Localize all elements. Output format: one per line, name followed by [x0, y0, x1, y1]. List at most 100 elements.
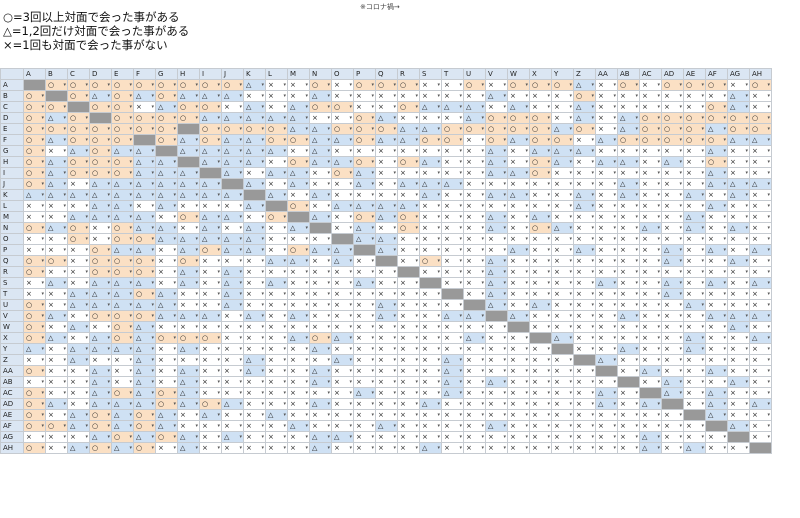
dropdown-cell[interactable]: × ▾ — [309, 255, 332, 267]
dropdown-cell[interactable]: △ ▾ — [661, 376, 684, 388]
dropdown-cell[interactable]: △ ▾ — [243, 112, 266, 124]
dropdown-cell[interactable]: △ ▾ — [45, 277, 68, 289]
chevron-down-icon[interactable]: ▾ — [503, 225, 506, 231]
dropdown-cell[interactable]: △ ▾ — [705, 244, 728, 256]
chevron-down-icon[interactable]: ▾ — [151, 93, 154, 99]
chevron-down-icon[interactable]: ▾ — [371, 203, 374, 209]
dropdown-cell[interactable]: ○ ▾ — [23, 134, 46, 146]
dropdown-cell[interactable]: ○ ▾ — [265, 123, 288, 135]
dropdown-cell[interactable]: × ▾ — [595, 178, 618, 190]
dropdown-cell[interactable]: △ ▾ — [441, 376, 464, 388]
chevron-down-icon[interactable]: ▾ — [657, 214, 660, 220]
chevron-down-icon[interactable]: ▾ — [349, 82, 352, 88]
chevron-down-icon[interactable]: ▾ — [239, 390, 242, 396]
dropdown-cell[interactable]: × ▾ — [551, 233, 574, 245]
chevron-down-icon[interactable]: ▾ — [107, 390, 110, 396]
chevron-down-icon[interactable]: ▾ — [459, 335, 462, 341]
chevron-down-icon[interactable]: ▾ — [41, 170, 44, 176]
dropdown-cell[interactable]: ○ ▾ — [683, 79, 706, 91]
dropdown-cell[interactable]: ○ ▾ — [573, 123, 596, 135]
chevron-down-icon[interactable]: ▾ — [261, 302, 264, 308]
column-header-p[interactable]: P — [353, 68, 376, 80]
dropdown-cell[interactable]: △ ▾ — [595, 134, 618, 146]
chevron-down-icon[interactable]: ▾ — [85, 434, 88, 440]
chevron-down-icon[interactable]: ▾ — [591, 269, 594, 275]
chevron-down-icon[interactable]: ▾ — [459, 115, 462, 121]
dropdown-cell[interactable]: × ▾ — [221, 255, 244, 267]
chevron-down-icon[interactable]: ▾ — [85, 181, 88, 187]
chevron-down-icon[interactable]: ▾ — [129, 203, 132, 209]
dropdown-cell[interactable]: △ ▾ — [265, 167, 288, 179]
chevron-down-icon[interactable]: ▾ — [107, 236, 110, 242]
dropdown-cell[interactable]: × ▾ — [177, 409, 200, 421]
chevron-down-icon[interactable]: ▾ — [525, 291, 528, 297]
dropdown-cell[interactable]: × ▾ — [529, 277, 552, 289]
chevron-down-icon[interactable]: ▾ — [415, 82, 418, 88]
dropdown-cell[interactable]: ○ ▾ — [155, 123, 178, 135]
chevron-down-icon[interactable]: ▾ — [129, 258, 132, 264]
dropdown-cell[interactable]: × ▾ — [221, 442, 244, 454]
dropdown-cell[interactable]: × ▾ — [287, 354, 310, 366]
chevron-down-icon[interactable]: ▾ — [239, 357, 242, 363]
dropdown-cell[interactable]: △ ▾ — [177, 310, 200, 322]
row-header-ab[interactable]: AB — [0, 376, 24, 388]
chevron-down-icon[interactable]: ▾ — [591, 170, 594, 176]
chevron-down-icon[interactable]: ▾ — [217, 93, 220, 99]
chevron-down-icon[interactable]: ▾ — [371, 214, 374, 220]
chevron-down-icon[interactable]: ▾ — [349, 225, 352, 231]
dropdown-cell[interactable]: × ▾ — [221, 409, 244, 421]
row-header-ae[interactable]: AE — [0, 409, 24, 421]
chevron-down-icon[interactable]: ▾ — [459, 390, 462, 396]
dropdown-cell[interactable]: ○ ▾ — [155, 134, 178, 146]
dropdown-cell[interactable]: ○ ▾ — [67, 134, 90, 146]
chevron-down-icon[interactable]: ▾ — [327, 258, 330, 264]
dropdown-cell[interactable]: △ ▾ — [199, 310, 222, 322]
dropdown-cell[interactable]: × ▾ — [221, 332, 244, 344]
chevron-down-icon[interactable]: ▾ — [679, 258, 682, 264]
chevron-down-icon[interactable]: ▾ — [745, 346, 748, 352]
chevron-down-icon[interactable]: ▾ — [591, 313, 594, 319]
dropdown-cell[interactable]: × ▾ — [221, 321, 244, 333]
dropdown-cell[interactable]: ○ ▾ — [23, 299, 46, 311]
chevron-down-icon[interactable]: ▾ — [679, 412, 682, 418]
dropdown-cell[interactable]: × ▾ — [23, 211, 46, 223]
chevron-down-icon[interactable]: ▾ — [415, 236, 418, 242]
dropdown-cell[interactable]: △ ▾ — [705, 310, 728, 322]
dropdown-cell[interactable]: × ▾ — [661, 101, 684, 113]
dropdown-cell[interactable]: × ▾ — [243, 90, 266, 102]
dropdown-cell[interactable]: ○ ▾ — [639, 123, 662, 135]
chevron-down-icon[interactable]: ▾ — [173, 159, 176, 165]
chevron-down-icon[interactable]: ▾ — [195, 412, 198, 418]
chevron-down-icon[interactable]: ▾ — [85, 236, 88, 242]
chevron-down-icon[interactable]: ▾ — [85, 401, 88, 407]
chevron-down-icon[interactable]: ▾ — [679, 126, 682, 132]
dropdown-cell[interactable]: ○ ▾ — [67, 222, 90, 234]
dropdown-cell[interactable]: × ▾ — [419, 321, 442, 333]
dropdown-cell[interactable]: △ ▾ — [309, 145, 332, 157]
column-header-u[interactable]: U — [463, 68, 486, 80]
chevron-down-icon[interactable]: ▾ — [701, 170, 704, 176]
chevron-down-icon[interactable]: ▾ — [723, 390, 726, 396]
chevron-down-icon[interactable]: ▾ — [635, 269, 638, 275]
dropdown-cell[interactable]: × ▾ — [353, 255, 376, 267]
chevron-down-icon[interactable]: ▾ — [85, 192, 88, 198]
chevron-down-icon[interactable]: ▾ — [437, 148, 440, 154]
dropdown-cell[interactable]: △ ▾ — [617, 123, 640, 135]
chevron-down-icon[interactable]: ▾ — [41, 280, 44, 286]
dropdown-cell[interactable]: × ▾ — [177, 288, 200, 300]
dropdown-cell[interactable]: × ▾ — [375, 321, 398, 333]
dropdown-cell[interactable]: × ▾ — [463, 321, 486, 333]
chevron-down-icon[interactable]: ▾ — [657, 104, 660, 110]
chevron-down-icon[interactable]: ▾ — [217, 115, 220, 121]
chevron-down-icon[interactable]: ▾ — [217, 192, 220, 198]
column-header-x[interactable]: X — [529, 68, 552, 80]
chevron-down-icon[interactable]: ▾ — [657, 115, 660, 121]
dropdown-cell[interactable]: × ▾ — [749, 266, 772, 278]
dropdown-cell[interactable]: × ▾ — [639, 332, 662, 344]
chevron-down-icon[interactable]: ▾ — [547, 357, 550, 363]
dropdown-cell[interactable]: △ ▾ — [375, 134, 398, 146]
dropdown-cell[interactable]: △ ▾ — [111, 200, 134, 212]
chevron-down-icon[interactable]: ▾ — [349, 280, 352, 286]
dropdown-cell[interactable]: × ▾ — [595, 332, 618, 344]
dropdown-cell[interactable]: × ▾ — [199, 376, 222, 388]
